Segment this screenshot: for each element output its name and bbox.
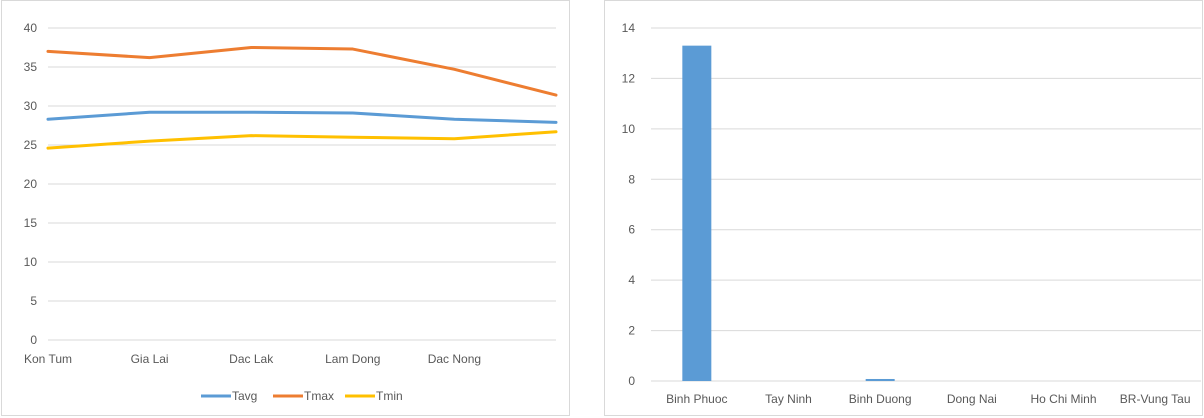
y-tick-label: 40 xyxy=(24,21,38,35)
y-tick-label: 2 xyxy=(628,324,635,338)
series-line-tmin xyxy=(46,130,558,150)
line-chart: 0 5 10 15 20 25 30 35 40 Kon Tum Gia Lai Dac Lak Lam… xyxy=(24,21,558,403)
x-tick-label: Gia Lai xyxy=(131,352,169,366)
y-tick-label: 0 xyxy=(30,333,37,347)
line-chart-panel: 0 5 10 15 20 25 30 35 40 Kon Tum Gia Lai Dac Lak Lam… xyxy=(1,0,570,416)
y-tick-label: 14 xyxy=(622,21,636,35)
series-line-tavg xyxy=(46,110,558,124)
bar-chart: 0 2 4 6 8 10 12 14 Binh Phuoc Tay Ninh Binh Duong D… xyxy=(622,21,1201,406)
legend-label-tmax: Tmax xyxy=(304,389,334,403)
y-tick-label: 4 xyxy=(628,273,635,287)
y-tick-label: 0 xyxy=(628,374,635,388)
legend-label-tavg: Tavg xyxy=(232,389,257,403)
x-tick-label: Kon Tum xyxy=(24,352,72,366)
x-tick-label: Ho Chi Minh xyxy=(1030,392,1096,406)
y-tick-label: 25 xyxy=(24,138,38,152)
series-line-tmax xyxy=(46,46,558,97)
x-tick-label: Dac Lak xyxy=(229,352,274,366)
y-tick-label: 20 xyxy=(24,177,38,191)
legend-label-tmin: Tmin xyxy=(376,389,403,403)
x-tick-label: Lam Dong xyxy=(325,352,380,366)
y-tick-label: 6 xyxy=(628,223,635,237)
y-tick-label: 12 xyxy=(622,71,636,85)
y-tick-label: 35 xyxy=(24,60,38,74)
y-tick-label: 8 xyxy=(628,172,635,186)
x-tick-label: Dac Nong xyxy=(428,352,481,366)
x-tick-label: Tay Ninh xyxy=(765,392,812,406)
bar-binh-duong xyxy=(865,378,895,381)
y-tick-label: 10 xyxy=(24,255,38,269)
bar-binh-phuoc xyxy=(682,45,712,382)
y-tick-label: 5 xyxy=(30,294,37,308)
y-tick-label: 10 xyxy=(622,122,636,136)
y-tick-label: 15 xyxy=(24,216,38,230)
x-tick-label: Dong Nai xyxy=(947,392,997,406)
x-tick-label: Binh Duong xyxy=(849,392,912,406)
bar-chart-panel: 0 2 4 6 8 10 12 14 Binh Phuoc Tay Ninh Binh Duong D… xyxy=(604,0,1203,416)
x-tick-label: BR-Vung Tau xyxy=(1120,392,1191,406)
y-tick-label: 30 xyxy=(24,99,38,113)
x-tick-label: Binh Phuoc xyxy=(666,392,727,406)
